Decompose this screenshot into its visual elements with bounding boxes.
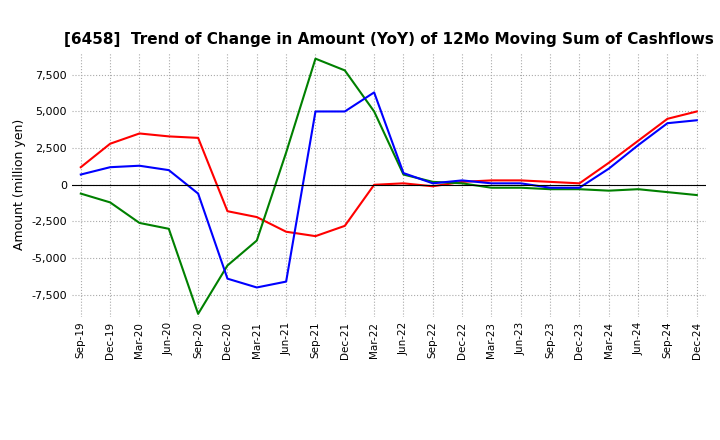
Free Cashflow	[546, 185, 554, 191]
Title: [6458]  Trend of Change in Amount (YoY) of 12Mo Moving Sum of Cashflows: [6458] Trend of Change in Amount (YoY) o…	[64, 33, 714, 48]
Operating Cashflow	[575, 181, 584, 186]
Free Cashflow	[282, 279, 290, 284]
Investing Cashflow	[546, 187, 554, 192]
Operating Cashflow	[605, 160, 613, 165]
Free Cashflow	[693, 117, 701, 123]
Operating Cashflow	[693, 109, 701, 114]
Y-axis label: Amount (million yen): Amount (million yen)	[13, 119, 26, 250]
Free Cashflow	[663, 121, 672, 126]
Investing Cashflow	[223, 263, 232, 268]
Investing Cashflow	[399, 172, 408, 177]
Free Cashflow	[370, 90, 379, 95]
Operating Cashflow	[164, 134, 173, 139]
Free Cashflow	[164, 168, 173, 173]
Investing Cashflow	[253, 238, 261, 243]
Free Cashflow	[223, 276, 232, 281]
Free Cashflow	[605, 166, 613, 171]
Operating Cashflow	[399, 181, 408, 186]
Investing Cashflow	[634, 187, 642, 192]
Investing Cashflow	[487, 185, 496, 191]
Operating Cashflow	[516, 178, 525, 183]
Operating Cashflow	[311, 234, 320, 239]
Free Cashflow	[76, 172, 85, 177]
Investing Cashflow	[370, 109, 379, 114]
Investing Cashflow	[106, 200, 114, 205]
Free Cashflow	[194, 191, 202, 196]
Investing Cashflow	[575, 187, 584, 192]
Free Cashflow	[428, 181, 437, 186]
Operating Cashflow	[253, 214, 261, 220]
Operating Cashflow	[76, 165, 85, 170]
Operating Cashflow	[634, 138, 642, 143]
Operating Cashflow	[106, 141, 114, 147]
Investing Cashflow	[663, 190, 672, 195]
Investing Cashflow	[605, 188, 613, 193]
Investing Cashflow	[693, 192, 701, 198]
Investing Cashflow	[516, 185, 525, 191]
Operating Cashflow	[546, 179, 554, 184]
Free Cashflow	[341, 109, 349, 114]
Free Cashflow	[253, 285, 261, 290]
Operating Cashflow	[223, 209, 232, 214]
Free Cashflow	[487, 181, 496, 186]
Investing Cashflow	[76, 191, 85, 196]
Operating Cashflow	[428, 183, 437, 189]
Investing Cashflow	[341, 68, 349, 73]
Free Cashflow	[516, 181, 525, 186]
Operating Cashflow	[135, 131, 144, 136]
Free Cashflow	[634, 143, 642, 148]
Investing Cashflow	[282, 150, 290, 155]
Line: Operating Cashflow: Operating Cashflow	[81, 111, 697, 236]
Free Cashflow	[311, 109, 320, 114]
Operating Cashflow	[458, 179, 467, 184]
Operating Cashflow	[194, 135, 202, 140]
Free Cashflow	[399, 170, 408, 176]
Line: Investing Cashflow: Investing Cashflow	[81, 59, 697, 314]
Free Cashflow	[106, 165, 114, 170]
Operating Cashflow	[663, 116, 672, 121]
Investing Cashflow	[164, 226, 173, 231]
Operating Cashflow	[282, 229, 290, 235]
Operating Cashflow	[370, 182, 379, 187]
Operating Cashflow	[341, 223, 349, 228]
Free Cashflow	[575, 185, 584, 191]
Line: Free Cashflow: Free Cashflow	[81, 92, 697, 287]
Investing Cashflow	[311, 56, 320, 61]
Investing Cashflow	[458, 181, 467, 186]
Free Cashflow	[135, 163, 144, 169]
Investing Cashflow	[135, 220, 144, 226]
Investing Cashflow	[194, 311, 202, 316]
Investing Cashflow	[428, 179, 437, 184]
Free Cashflow	[458, 178, 467, 183]
Operating Cashflow	[487, 178, 496, 183]
